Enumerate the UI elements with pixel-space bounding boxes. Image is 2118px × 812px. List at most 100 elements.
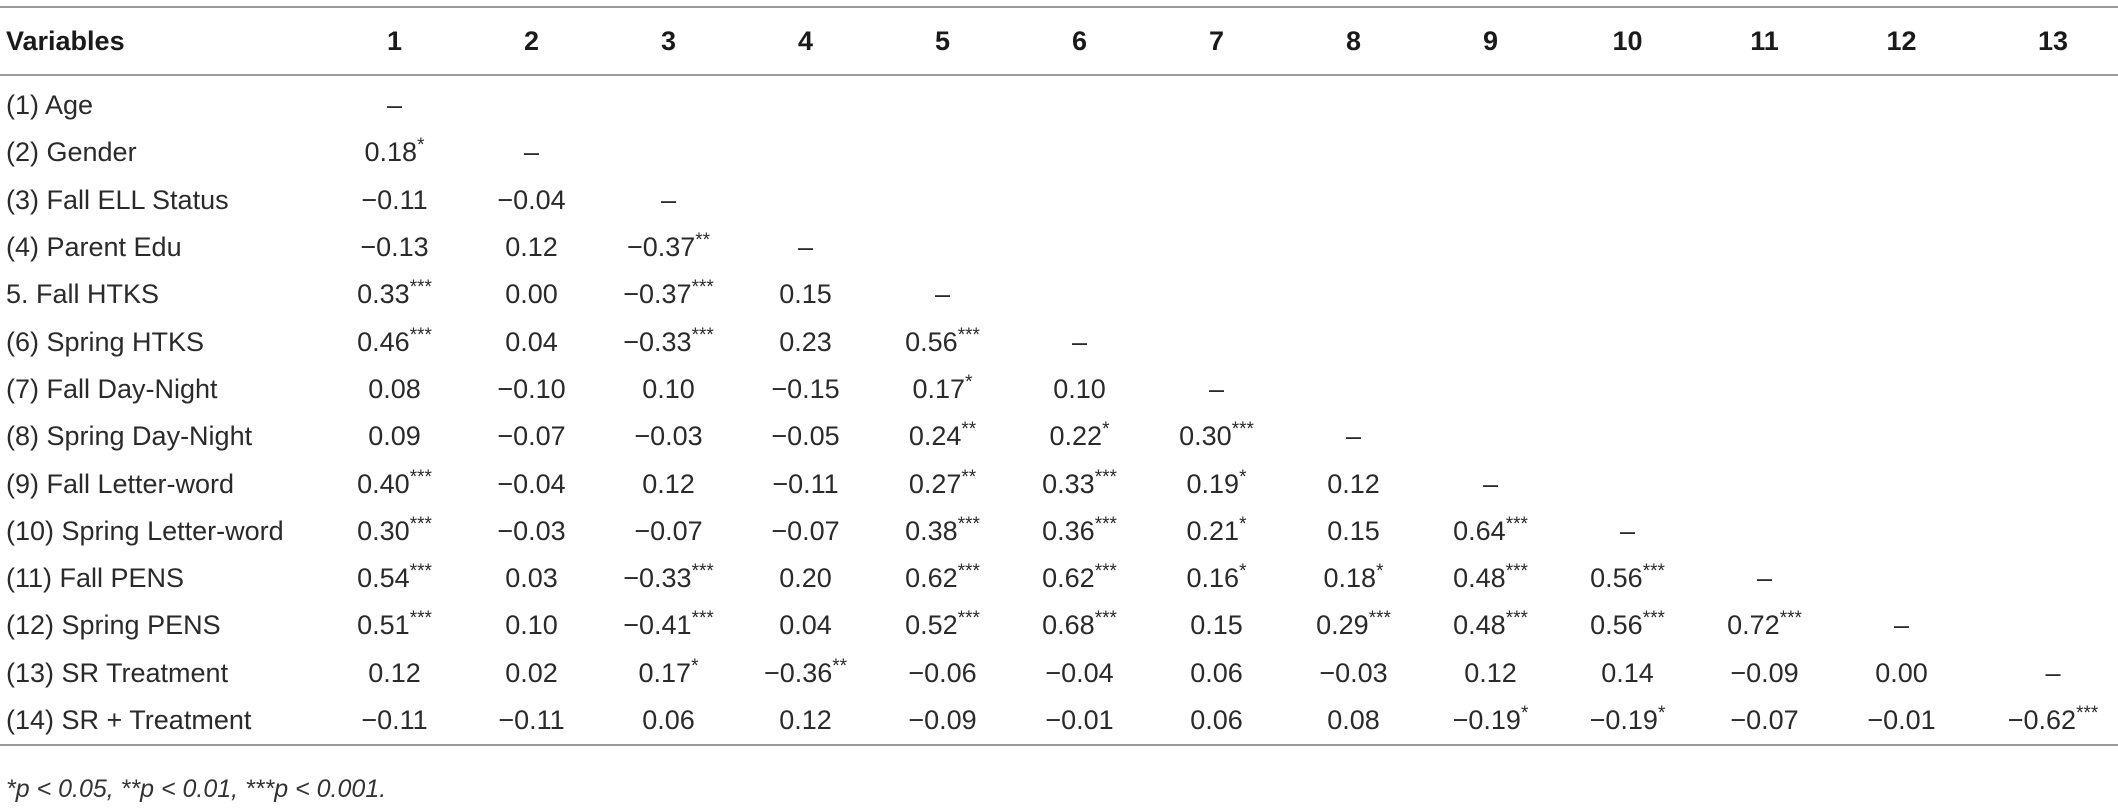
correlation-cell: –: [1833, 602, 1970, 649]
correlation-cell: [1148, 271, 1285, 318]
correlation-cell: 0.17*: [600, 650, 737, 697]
correlation-value: –: [1893, 610, 1910, 641]
correlation-cell: [1422, 129, 1559, 176]
column-header-3: 3: [600, 6, 737, 76]
correlation-value: −0.03: [497, 515, 566, 546]
correlation-value: 0.18: [1323, 563, 1377, 594]
correlation-cell: −0.06: [874, 650, 1011, 697]
correlation-table: Variables 1 2 3 4 5 6 7 8 9 10 11 12 13 (1) Age – (2) …: [0, 6, 2118, 747]
correlation-cell: 0.64***: [1422, 508, 1559, 555]
correlation-value: 0.15: [1327, 515, 1380, 546]
correlation-cell: 0.33***: [326, 271, 463, 318]
correlation-cell: [1285, 129, 1422, 176]
correlation-cell: 0.62***: [1011, 555, 1148, 602]
correlation-cell: –: [1559, 508, 1696, 555]
column-header-4: 4: [737, 6, 874, 76]
correlation-value: −0.11: [772, 468, 839, 499]
correlation-value: 0.10: [1053, 373, 1106, 404]
correlation-cell: 0.12: [1422, 650, 1559, 697]
correlation-cell: –: [1011, 318, 1148, 365]
correlation-value: 0.17: [638, 657, 692, 688]
correlation-cell: −0.41***: [600, 602, 737, 649]
correlation-cell: [737, 75, 874, 129]
significance-marker: ***: [1094, 466, 1117, 488]
row-variable-name: (11) Fall PENS: [6, 563, 185, 594]
row-variable-name: (9) Fall Letter-word: [6, 468, 235, 499]
correlation-cell: [1422, 318, 1559, 365]
row-variable-name: (13) SR Treatment: [6, 657, 229, 688]
correlation-cell: [1970, 224, 2118, 271]
correlation-value: −0.11: [361, 184, 428, 215]
correlation-value: –: [934, 279, 951, 310]
table-row: (13) SR Treatment 0.12 0.02 0.17* −0.36** −0.…: [0, 650, 2118, 697]
correlation-cell: −0.11: [326, 696, 463, 747]
table-row: (2) Gender 0.18* –: [0, 129, 2118, 176]
row-variable-name: (10) Spring Letter-word: [6, 515, 284, 546]
correlation-cell: 0.12: [737, 696, 874, 747]
table-row: 5. Fall HTKS 0.33*** 0.00 −0.37*** 0.15–: [0, 271, 2118, 318]
significance-marker: ***: [1779, 608, 1802, 630]
correlation-cell: −0.11: [737, 460, 874, 507]
correlation-value: −0.62: [2007, 705, 2077, 735]
correlation-value: −0.03: [634, 421, 703, 452]
correlation-value: 0.51: [357, 610, 410, 641]
correlation-cell: −0.07: [737, 508, 874, 555]
table-row: (9) Fall Letter-word 0.40*** −0.04 0.12 −0.1…: [0, 460, 2118, 507]
correlation-value: –: [1756, 563, 1773, 594]
row-variable-name: (8) Spring Day-Night: [6, 421, 253, 452]
correlation-value: −0.11: [361, 705, 428, 735]
correlation-cell: 0.20: [737, 555, 874, 602]
correlation-cell: [1559, 413, 1696, 460]
correlation-cell: [1970, 271, 2118, 318]
correlation-cell: [1285, 177, 1422, 224]
correlation-cell: −0.04: [1011, 650, 1148, 697]
correlation-cell: [1970, 413, 2118, 460]
correlation-value: 0.21: [1186, 515, 1240, 546]
correlation-cell: [463, 75, 600, 129]
correlation-value: −0.41: [623, 610, 692, 641]
table-row: (14) SR + Treatment −0.11 −0.11 0.06 0.12 −0.…: [0, 696, 2118, 747]
correlation-value: −0.19: [1452, 705, 1521, 735]
correlation-value: –: [1345, 421, 1362, 452]
correlation-value: −0.04: [497, 468, 566, 499]
correlation-value: −0.33: [623, 326, 692, 357]
correlation-value: –: [1071, 326, 1088, 357]
significance-marker: *: [417, 135, 425, 157]
correlation-value: −0.19: [1589, 705, 1658, 735]
correlation-cell: [1970, 508, 2118, 555]
column-header-variables: Variables: [0, 6, 326, 76]
correlation-cell: −0.09: [874, 696, 1011, 747]
correlation-cell: −0.19*: [1422, 696, 1559, 747]
correlation-cell: 0.68***: [1011, 602, 1148, 649]
correlation-cell: [1696, 508, 1833, 555]
correlation-cell: [1559, 75, 1696, 129]
correlation-cell: [1970, 602, 2118, 649]
correlation-cell: −0.37**: [600, 224, 737, 271]
column-header-6: 6: [1011, 6, 1148, 76]
correlation-cell: 0.48***: [1422, 602, 1559, 649]
correlation-cell: 0.12: [326, 650, 463, 697]
correlation-value: –: [386, 90, 403, 121]
correlation-cell: −0.11: [463, 696, 600, 747]
correlation-cell: −0.19*: [1559, 696, 1696, 747]
correlation-cell: [874, 224, 1011, 271]
correlation-value: 0.48: [1453, 610, 1506, 641]
correlation-cell: 0.18*: [1285, 555, 1422, 602]
correlation-value: 0.64: [1453, 515, 1506, 546]
correlation-cell: [1011, 75, 1148, 129]
correlation-cell: −0.09: [1696, 650, 1833, 697]
column-header-5: 5: [874, 6, 1011, 76]
correlation-cell: 0.08: [1285, 696, 1422, 747]
correlation-cell: [1559, 460, 1696, 507]
correlation-cell: 0.14: [1559, 650, 1696, 697]
significance-marker: ***: [1505, 561, 1528, 583]
correlation-value: 0.18: [364, 137, 418, 168]
correlation-value: 0.27: [908, 468, 962, 499]
column-header-9: 9: [1422, 6, 1559, 76]
correlation-value: 0.72: [1727, 610, 1780, 641]
column-header-7: 7: [1148, 6, 1285, 76]
significance-marker: ***: [1642, 608, 1665, 630]
correlation-cell: –: [1285, 413, 1422, 460]
significance-marker: **: [961, 419, 977, 441]
correlation-cell: [1559, 224, 1696, 271]
